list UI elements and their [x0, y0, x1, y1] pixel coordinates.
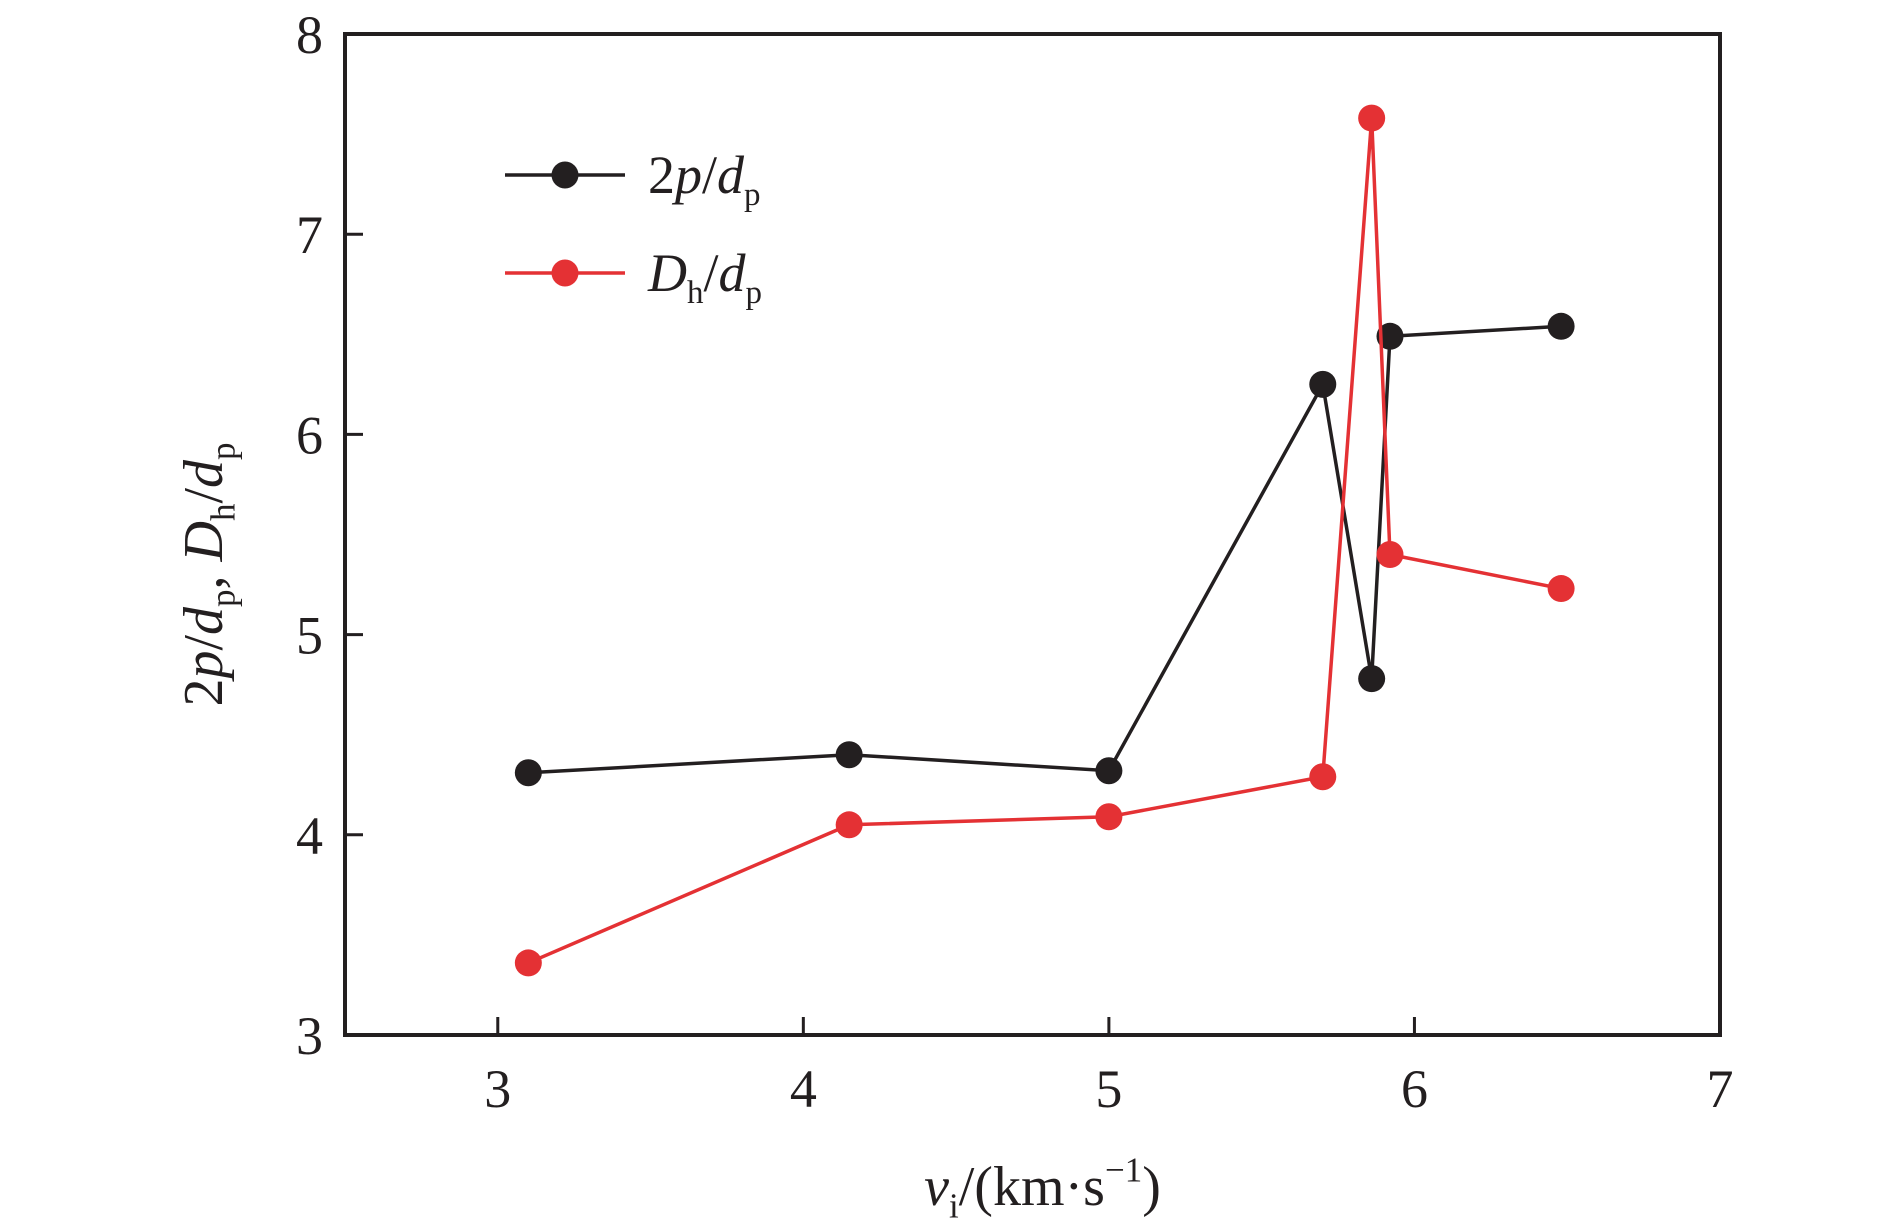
y-tick-label: 6 [296, 405, 323, 465]
x-axis-title: vi/(km·s−1) [924, 1150, 1161, 1225]
x-tick-label: 5 [1095, 1059, 1122, 1119]
legend: 2p/dp Dh/dp [505, 145, 762, 311]
plot-border [343, 32, 1722, 1037]
y-axis: 3 4 5 6 7 8 [296, 5, 363, 1066]
x-tick-label: 6 [1401, 1059, 1428, 1119]
y-tick-label: 3 [296, 1006, 323, 1066]
series-layer [514, 104, 1575, 977]
plot-frame [343, 32, 1722, 1037]
series-1 [514, 312, 1575, 787]
legend-item-1: 2p/dp [505, 145, 761, 213]
legend-label: Dh/dp [647, 243, 762, 311]
data-point [1358, 665, 1386, 693]
data-point [1547, 575, 1575, 603]
x-tick-label: 7 [1707, 1059, 1734, 1119]
data-point [1547, 312, 1575, 340]
legend-label: 2p/dp [648, 145, 761, 213]
y-axis-title: 2p/dp, Dh/dp [173, 442, 242, 706]
series-2 [514, 104, 1575, 977]
data-point [1309, 370, 1337, 398]
data-point [1095, 757, 1123, 785]
y-tick-label: 7 [296, 205, 323, 265]
y-tick-label: 5 [296, 606, 323, 666]
data-point [514, 759, 542, 787]
legend-item-2: Dh/dp [505, 243, 762, 311]
y-tick-label: 4 [296, 806, 323, 866]
data-point [1309, 763, 1337, 791]
x-axis: 3 4 5 6 7 [484, 1017, 1734, 1119]
data-point [1376, 541, 1404, 569]
data-point [835, 741, 863, 769]
data-point [835, 811, 863, 839]
data-point [1095, 803, 1123, 831]
data-point [514, 949, 542, 977]
data-point [1376, 322, 1404, 350]
legend-marker [551, 161, 579, 189]
x-tick-label: 4 [790, 1059, 817, 1119]
data-point [1358, 104, 1386, 132]
y-tick-label: 8 [296, 5, 323, 65]
legend-marker [551, 259, 579, 287]
series-line [528, 324, 1562, 775]
x-tick-label: 3 [484, 1059, 511, 1119]
